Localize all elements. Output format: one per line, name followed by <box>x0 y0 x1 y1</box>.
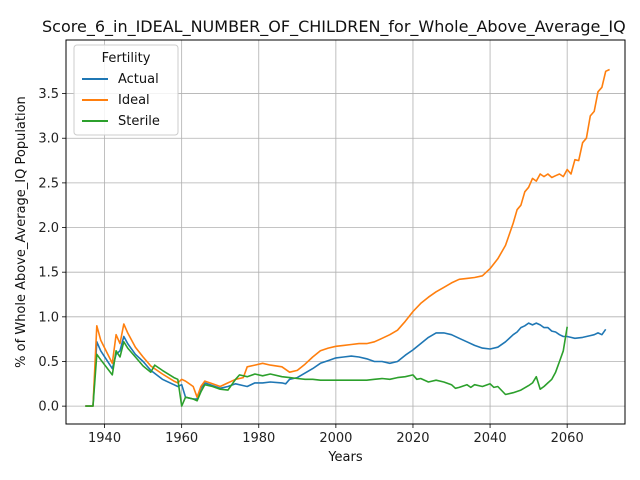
x-tick-label: 1980 <box>242 431 275 446</box>
legend-label: Sterile <box>118 114 160 129</box>
chart-title: Score_6_in_IDEAL_NUMBER_OF_CHILDREN_for_… <box>42 17 626 37</box>
y-tick-label: 3.0 <box>38 132 59 147</box>
legend-label: Actual <box>118 72 159 87</box>
y-tick-label: 1.5 <box>38 266 59 281</box>
y-axis-ticks: 0.0 0.5 1.0 1.5 2.0 2.5 3.0 3.5 <box>38 87 66 415</box>
x-tick-label: 2040 <box>474 431 507 446</box>
x-tick-label: 2000 <box>319 431 352 446</box>
legend-label: Ideal <box>118 93 150 108</box>
y-axis-label: % of Whole Above_Average_IQ Population <box>14 96 29 368</box>
x-tick-label: 2060 <box>551 431 584 446</box>
x-tick-label: 1940 <box>88 431 121 446</box>
x-axis-label: Years <box>327 450 363 465</box>
y-tick-label: 0.5 <box>38 355 59 370</box>
y-tick-label: 2.0 <box>38 221 59 236</box>
x-axis-ticks: 1940 1960 1980 2000 2020 2040 2060 <box>88 424 584 446</box>
y-tick-label: 0.0 <box>38 400 59 415</box>
series-line-actual <box>85 323 605 406</box>
y-tick-label: 1.0 <box>38 310 59 325</box>
legend: Fertility Actual Ideal Sterile <box>74 45 178 135</box>
legend-title: Fertility <box>102 51 151 66</box>
y-tick-label: 3.5 <box>38 87 59 102</box>
y-tick-label: 2.5 <box>38 176 59 191</box>
x-tick-label: 1960 <box>165 431 198 446</box>
x-tick-label: 2020 <box>396 431 429 446</box>
series-line-sterile <box>85 327 567 406</box>
